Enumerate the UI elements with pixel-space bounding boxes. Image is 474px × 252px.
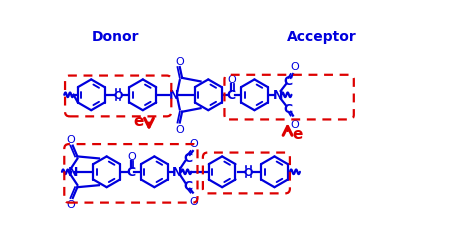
Text: O: O [175, 57, 184, 67]
Text: O: O [113, 90, 123, 100]
Text: C: C [183, 152, 192, 165]
Text: C: C [227, 89, 236, 102]
Text: O: O [189, 138, 198, 148]
Text: O: O [244, 167, 253, 177]
Text: O: O [67, 135, 75, 145]
Text: O: O [189, 196, 198, 206]
Text: e: e [292, 126, 303, 141]
Text: N: N [68, 166, 79, 179]
Text: N: N [273, 89, 283, 102]
Text: O: O [290, 61, 299, 71]
Text: Acceptor: Acceptor [287, 29, 357, 43]
Text: C: C [126, 166, 135, 179]
Text: O: O [290, 120, 299, 130]
Text: N: N [169, 89, 180, 102]
Text: O: O [127, 151, 136, 161]
Text: C: C [183, 179, 192, 193]
Text: O: O [228, 74, 237, 84]
Text: C: C [284, 75, 293, 88]
Text: O: O [67, 199, 75, 209]
Text: Donor: Donor [92, 29, 140, 43]
Text: C: C [284, 103, 293, 116]
Text: N: N [172, 166, 182, 179]
Text: O: O [175, 124, 184, 134]
Text: e: e [134, 113, 144, 128]
